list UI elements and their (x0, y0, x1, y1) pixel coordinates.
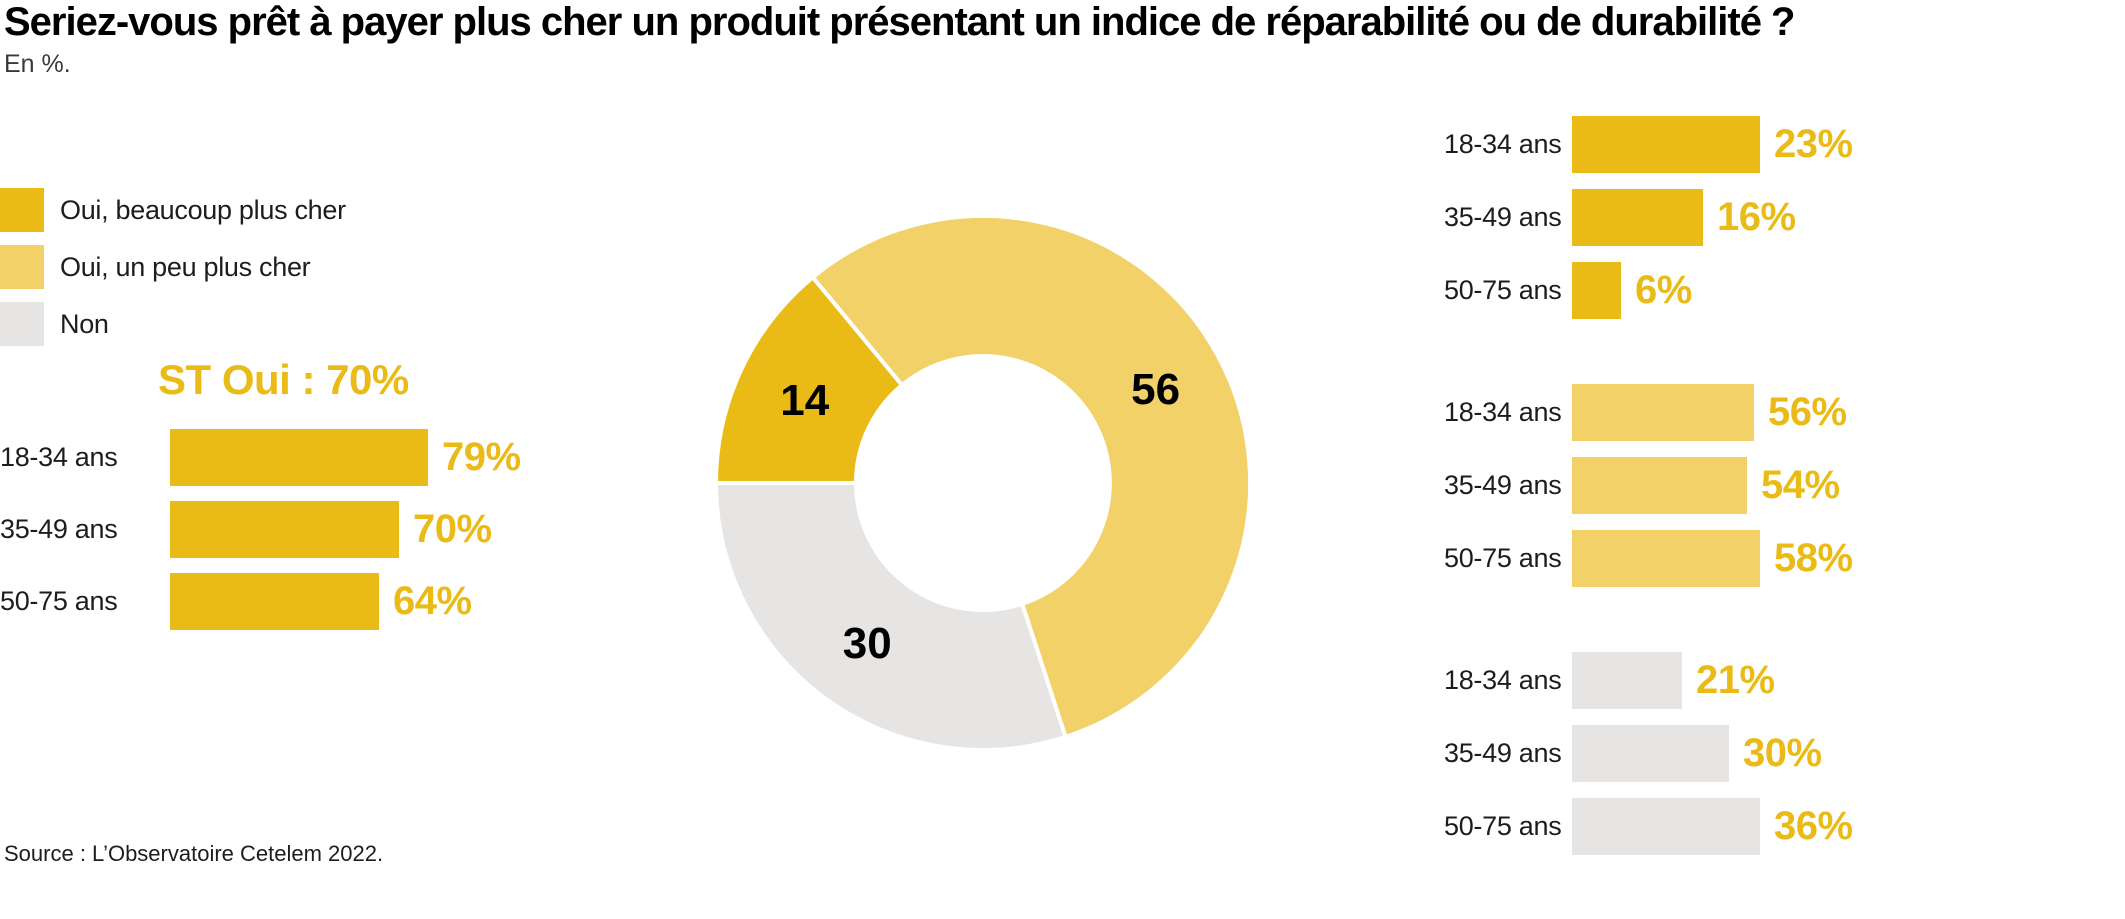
age-label: 18-34 ans (1444, 665, 1562, 695)
bar (1572, 798, 1760, 855)
bar-row: 18-34 ans 56% (1444, 384, 1853, 441)
age-label: 35-49 ans (1444, 470, 1562, 500)
value-label: 16% (1717, 195, 1796, 239)
age-label: 18-34 ans (1444, 397, 1562, 427)
bar (1572, 652, 1682, 709)
bar (1572, 189, 1703, 246)
bar (170, 429, 428, 486)
value-label: 79% (442, 435, 521, 479)
bar-group-oui-un-peu-plus-cher: 18-34 ans 56% 35-49 ans 54% 50-75 ans 58% (1444, 384, 1853, 603)
value-label: 64% (393, 579, 472, 623)
bar-row: 18-34 ans 23% (1444, 116, 1853, 173)
donut-segment (713, 481, 1069, 752)
legend-label: Oui, beaucoup plus cher (60, 194, 346, 225)
bar (1572, 116, 1760, 173)
age-label: 18-34 ans (0, 442, 118, 472)
bar (1572, 384, 1754, 441)
bar-row: 35-49 ans 70% (0, 501, 521, 558)
bar-row: 35-49 ans 54% (1444, 457, 1853, 514)
page-title: Seriez-vous prêt à payer plus cher un pr… (4, 0, 1795, 44)
bar-row: 50-75 ans 64% (0, 573, 521, 630)
value-label: 56% (1768, 390, 1847, 434)
bar-row: 35-49 ans 30% (1444, 725, 1853, 782)
legend-label: Oui, un peu plus cher (60, 251, 311, 282)
bar (170, 573, 379, 630)
legend-item: Non (0, 302, 346, 346)
donut-value-label: 30 (843, 619, 892, 668)
bar (170, 501, 399, 558)
age-label: 35-49 ans (1444, 202, 1562, 232)
bar-group-non: 18-34 ans 21% 35-49 ans 30% 50-75 ans 36% (1444, 652, 1853, 871)
donut-chart: 14 56 30 (713, 213, 1253, 752)
bar-row: 18-34 ans 21% (1444, 652, 1853, 709)
bar (1572, 457, 1747, 514)
bar-row: 18-34 ans 79% (0, 429, 521, 486)
value-label: 70% (413, 507, 492, 551)
age-label: 35-49 ans (0, 514, 118, 544)
source-note: Source : L’Observatoire Cetelem 2022. (4, 841, 384, 866)
bar-row: 50-75 ans 58% (1444, 530, 1853, 587)
age-label: 18-34 ans (1444, 129, 1562, 159)
legend-label: Non (60, 308, 109, 339)
age-label: 50-75 ans (1444, 811, 1562, 841)
value-label: 6% (1635, 268, 1692, 312)
bar (1572, 725, 1729, 782)
legend: Oui, beaucoup plus cher Oui, un peu plus … (0, 188, 346, 359)
age-label: 50-75 ans (1444, 543, 1562, 573)
bar-row: 50-75 ans 6% (1444, 262, 1853, 319)
value-label: 21% (1696, 658, 1775, 702)
legend-item: Oui, un peu plus cher (0, 245, 346, 289)
legend-item: Oui, beaucoup plus cher (0, 188, 346, 232)
donut-segment (809, 213, 1253, 740)
bar-row: 50-75 ans 36% (1444, 798, 1853, 855)
bar (1572, 530, 1760, 587)
value-label: 58% (1774, 536, 1853, 580)
bar-row: 35-49 ans 16% (1444, 189, 1853, 246)
value-label: 36% (1774, 804, 1853, 848)
age-label: 50-75 ans (0, 586, 118, 616)
st-oui-bar-chart: 18-34 ans 79% 35-49 ans 70% 50-75 ans 64% (0, 429, 521, 645)
st-oui-title: ST Oui : 70% (158, 356, 409, 403)
legend-swatch (0, 245, 44, 289)
legend-swatch (0, 188, 44, 232)
legend-swatch (0, 302, 44, 346)
age-label: 50-75 ans (1444, 275, 1562, 305)
bar (1572, 262, 1621, 319)
value-label: 23% (1774, 122, 1853, 166)
bar-group-oui-beaucoup-plus-cher: 18-34 ans 23% 35-49 ans 16% 50-75 ans 6% (1444, 116, 1853, 335)
age-label: 35-49 ans (1444, 738, 1562, 768)
donut-segment (713, 274, 905, 485)
unit-note: En %. (4, 50, 71, 78)
value-label: 30% (1743, 731, 1822, 775)
value-label: 54% (1761, 463, 1840, 507)
donut-value-label: 14 (780, 376, 829, 425)
donut-value-label: 56 (1131, 365, 1180, 414)
